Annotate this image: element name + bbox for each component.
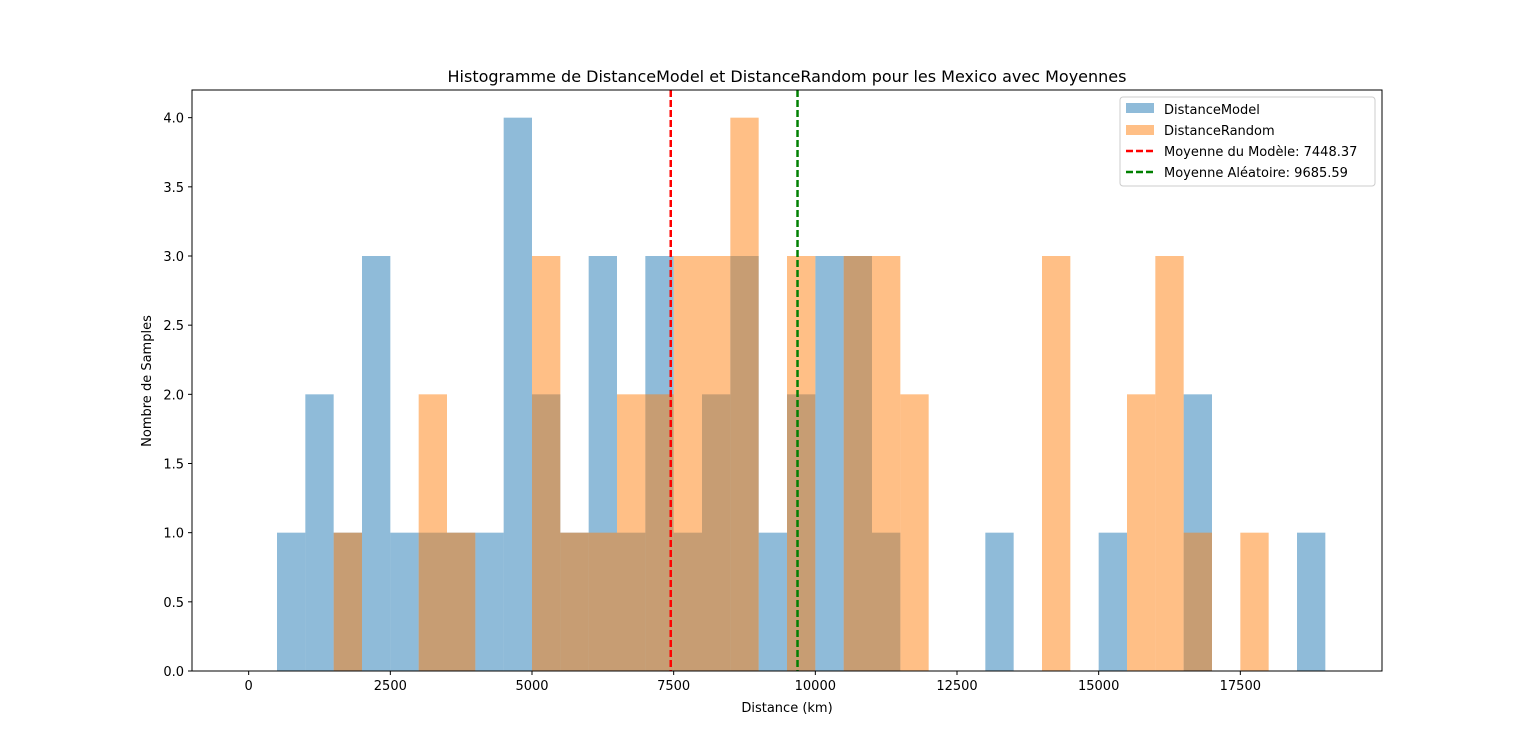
histogram-bar-DistanceRandom-11000 (872, 256, 901, 671)
histogram-bar-DistanceRandom-9500 (787, 256, 816, 671)
y-tick-label-2: 2.0 (163, 388, 184, 403)
histogram-bar-DistanceRandom-5500 (560, 532, 589, 671)
legend-label-model-mean: Moyenne du Modèle: 7448.37 (1164, 145, 1357, 160)
histogram-bar-DistanceModel-2500 (390, 532, 419, 671)
histogram-bar-DistanceModel-4500 (503, 117, 532, 671)
histogram-bar-DistanceModel-18500 (1297, 532, 1326, 671)
histogram-bar-DistanceRandom-7000 (645, 394, 674, 671)
histogram-bar-DistanceRandom-16500 (1183, 532, 1212, 671)
histogram-bar-DistanceModel-4000 (475, 532, 504, 671)
x-axis-label: Distance (km) (741, 701, 832, 716)
histogram-bar-DistanceRandom-8500 (730, 117, 759, 671)
legend: DistanceModel DistanceRandom Moyenne du … (1119, 96, 1376, 187)
legend-label-distance-random: DistanceRandom (1164, 124, 1275, 139)
x-tick-label-15000: 15000 (1078, 679, 1119, 694)
histogram-bar-DistanceRandom-7500 (673, 256, 702, 671)
histogram-bar-DistanceModel-13000 (985, 532, 1014, 671)
y-tick-label-3.5: 3.5 (163, 181, 184, 196)
plot-area (277, 90, 1326, 671)
x-tick-label-7500: 7500 (657, 679, 690, 694)
histogram-bar-DistanceModel-1000 (305, 394, 334, 671)
histogram-bar-DistanceModel-15000 (1098, 532, 1127, 671)
y-axis-label: Nombre de Samples (140, 315, 155, 447)
legend-swatch-distance-model (1126, 103, 1154, 113)
histogram-bar-DistanceRandom-3000 (418, 394, 447, 671)
legend-label-distance-model: DistanceModel (1164, 103, 1260, 118)
histogram-bar-DistanceRandom-5000 (532, 256, 561, 671)
chart-title: Histogramme de DistanceModel et Distance… (448, 67, 1127, 86)
histogram-bar-DistanceRandom-10500 (843, 256, 872, 671)
histogram-bar-DistanceModel-2000 (362, 256, 391, 671)
x-tick-label-12500: 12500 (936, 679, 977, 694)
x-tick-label-0: 0 (245, 679, 253, 694)
y-tick-label-1: 1.0 (163, 527, 184, 542)
x-tick-label-5000: 5000 (515, 679, 548, 694)
histogram-bar-DistanceRandom-15500 (1127, 394, 1156, 671)
histogram-bar-DistanceModel-9000 (758, 532, 787, 671)
histogram-bar-DistanceRandom-11500 (900, 394, 929, 671)
y-tick-label-3: 3.0 (163, 250, 184, 265)
legend-swatch-distance-random (1126, 125, 1154, 135)
legend-label-random-mean: Moyenne Aléatoire: 9685.59 (1164, 166, 1348, 181)
y-tick-label-0: 0.0 (163, 665, 184, 680)
histogram-bar-DistanceRandom-17500 (1240, 532, 1269, 671)
series-DistanceRandom (333, 117, 1269, 671)
y-axis: 0.0 0.5 1.0 1.5 2.0 2.5 3.0 3.5 4.0 (163, 112, 192, 680)
y-tick-label-0.5: 0.5 (163, 596, 184, 611)
y-tick-label-2.5: 2.5 (163, 319, 184, 334)
y-tick-label-1.5: 1.5 (163, 458, 184, 473)
histogram-bar-DistanceRandom-6000 (588, 532, 617, 671)
x-tick-label-10000: 10000 (795, 679, 836, 694)
y-tick-label-4: 4.0 (163, 112, 184, 127)
x-tick-label-2500: 2500 (374, 679, 407, 694)
x-tick-label-17500: 17500 (1220, 679, 1261, 694)
histogram-bar-DistanceRandom-14000 (1042, 256, 1071, 671)
histogram-bar-DistanceRandom-16000 (1155, 256, 1184, 671)
histogram-bar-DistanceRandom-1500 (333, 532, 362, 671)
plot-frame (191, 89, 1383, 672)
histogram-bar-DistanceModel-10000 (815, 256, 844, 671)
histogram-bar-DistanceRandom-8000 (702, 256, 731, 671)
histogram-bar-DistanceModel-500 (277, 532, 306, 671)
legend-box (1119, 96, 1376, 187)
histogram-bar-DistanceRandom-6500 (617, 394, 646, 671)
x-axis: 0 2500 5000 7500 10000 12500 15000 17500 (245, 671, 1261, 694)
histogram-bar-DistanceRandom-3500 (447, 532, 476, 671)
